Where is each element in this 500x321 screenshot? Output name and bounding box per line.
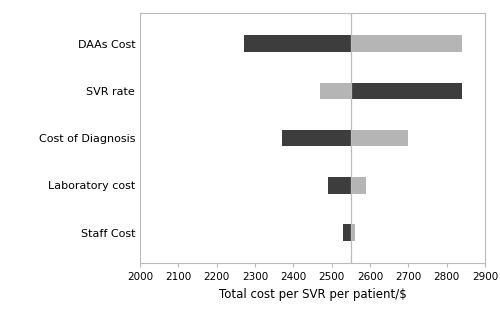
Bar bbox=[282, 130, 351, 146]
Bar bbox=[351, 82, 462, 99]
Bar bbox=[244, 35, 351, 52]
Bar bbox=[320, 82, 351, 99]
Bar bbox=[351, 224, 354, 241]
Bar bbox=[351, 130, 408, 146]
Bar bbox=[343, 224, 351, 241]
Bar bbox=[351, 177, 366, 194]
Bar bbox=[351, 35, 462, 52]
Bar bbox=[328, 177, 351, 194]
X-axis label: Total cost per SVR per patient/$: Total cost per SVR per patient/$ bbox=[218, 288, 406, 301]
